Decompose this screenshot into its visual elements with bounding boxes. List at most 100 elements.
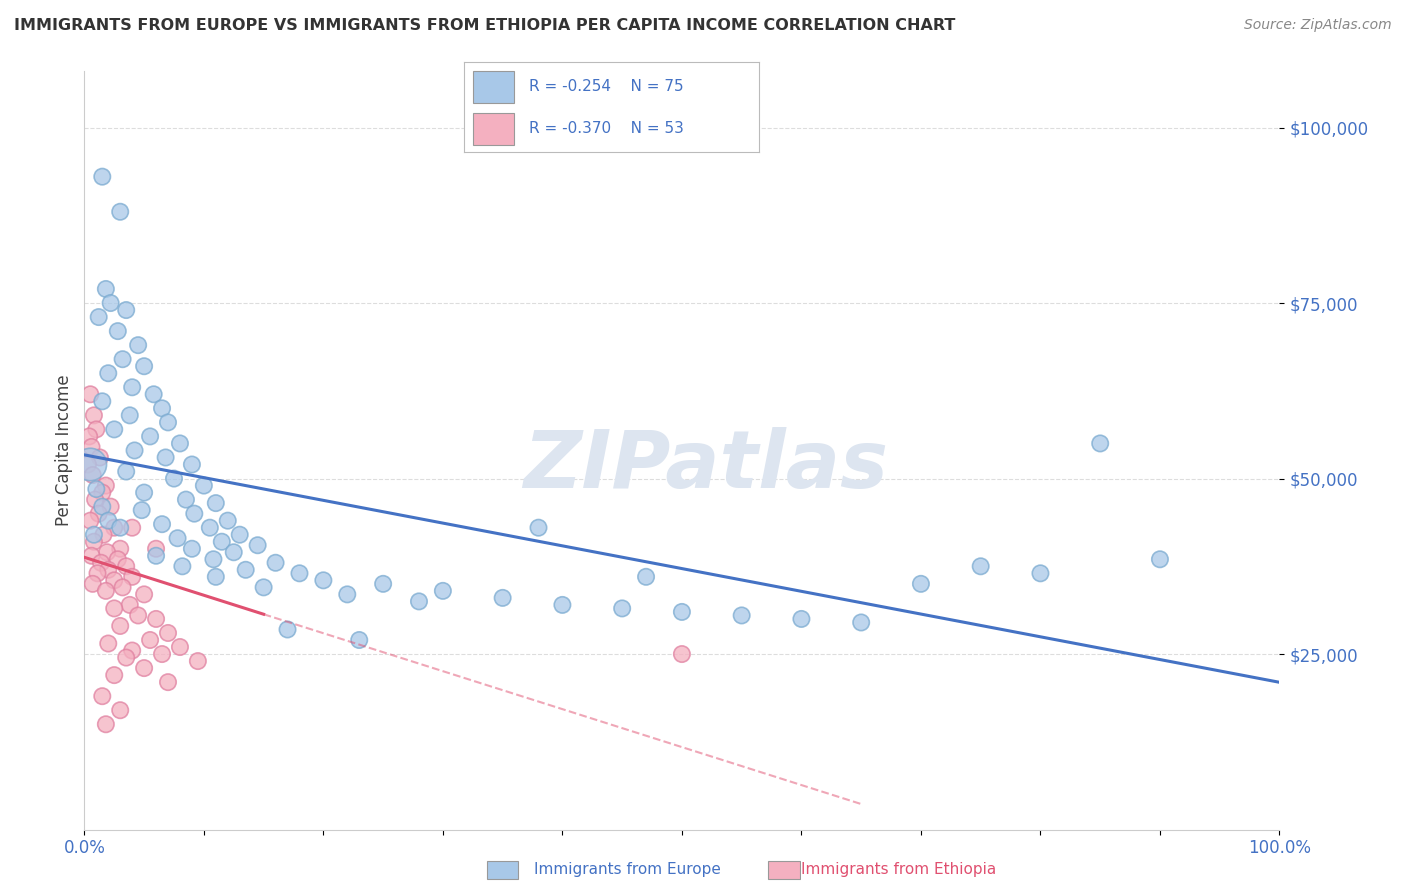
Point xyxy=(527,521,550,535)
Point xyxy=(142,387,165,401)
Point xyxy=(97,563,120,577)
Point xyxy=(157,675,180,690)
Point xyxy=(202,552,225,566)
Point xyxy=(94,583,117,598)
Point xyxy=(181,541,204,556)
Point xyxy=(172,559,194,574)
Point xyxy=(80,440,103,454)
Point xyxy=(1029,566,1052,581)
Point xyxy=(157,416,180,430)
Point xyxy=(312,574,335,588)
Point xyxy=(150,401,173,416)
Point xyxy=(91,169,114,184)
Point xyxy=(79,514,101,528)
Text: ZIPatlas: ZIPatlas xyxy=(523,426,889,505)
Point xyxy=(97,636,120,650)
Point xyxy=(132,661,156,675)
Point xyxy=(90,556,112,570)
Point xyxy=(910,577,932,591)
Point xyxy=(111,580,134,594)
Point xyxy=(103,601,125,615)
Point xyxy=(1090,436,1112,450)
Point xyxy=(155,450,177,465)
Point xyxy=(217,514,239,528)
Point xyxy=(131,503,153,517)
Point xyxy=(93,527,115,541)
Point xyxy=(851,615,873,630)
Point xyxy=(150,517,173,532)
Point xyxy=(235,563,257,577)
Text: IMMIGRANTS FROM EUROPE VS IMMIGRANTS FROM ETHIOPIA PER CAPITA INCOME CORRELATION: IMMIGRANTS FROM EUROPE VS IMMIGRANTS FRO… xyxy=(14,18,956,33)
Point xyxy=(118,598,141,612)
Point xyxy=(127,608,149,623)
Point xyxy=(432,583,454,598)
Point xyxy=(107,324,129,338)
Point xyxy=(246,538,269,552)
Text: Source: ZipAtlas.com: Source: ZipAtlas.com xyxy=(1244,18,1392,32)
Point xyxy=(288,566,311,581)
Point xyxy=(121,570,143,584)
Point xyxy=(139,633,162,648)
Point xyxy=(731,608,754,623)
Point xyxy=(1149,552,1171,566)
FancyBboxPatch shape xyxy=(472,113,515,145)
Point xyxy=(163,471,186,485)
Point xyxy=(110,619,132,633)
Point xyxy=(83,527,105,541)
Point xyxy=(373,577,395,591)
Point xyxy=(91,485,114,500)
Point xyxy=(103,668,125,682)
Point xyxy=(94,282,117,296)
Point xyxy=(110,541,132,556)
Point xyxy=(82,468,104,483)
Point xyxy=(83,409,105,423)
Point xyxy=(115,465,138,479)
Point xyxy=(492,591,515,605)
Point xyxy=(84,492,107,507)
FancyBboxPatch shape xyxy=(472,71,515,103)
Point xyxy=(671,647,693,661)
Point xyxy=(103,422,125,436)
Point xyxy=(80,549,103,563)
FancyBboxPatch shape xyxy=(768,862,800,880)
Point xyxy=(205,496,228,510)
Text: R = -0.254    N = 75: R = -0.254 N = 75 xyxy=(529,79,683,95)
Point xyxy=(103,574,125,588)
Point xyxy=(970,559,993,574)
Point xyxy=(110,703,132,717)
Point xyxy=(145,549,167,563)
Point xyxy=(100,500,122,514)
Point xyxy=(127,338,149,352)
Point xyxy=(124,443,146,458)
Text: R = -0.370    N = 53: R = -0.370 N = 53 xyxy=(529,121,683,136)
Point xyxy=(174,492,197,507)
Point xyxy=(671,605,693,619)
Point xyxy=(132,587,156,601)
Text: Immigrants from Ethiopia: Immigrants from Ethiopia xyxy=(801,863,997,877)
Point xyxy=(107,552,129,566)
Point xyxy=(94,478,117,492)
Point xyxy=(205,570,228,584)
Point xyxy=(115,650,138,665)
Point xyxy=(83,534,105,549)
Point xyxy=(79,458,101,472)
Point xyxy=(100,296,122,310)
Point xyxy=(79,387,101,401)
Point xyxy=(264,556,287,570)
Point xyxy=(612,601,634,615)
Point xyxy=(166,531,188,545)
Point xyxy=(82,577,104,591)
Point xyxy=(150,647,173,661)
Point xyxy=(118,409,141,423)
Point xyxy=(115,559,138,574)
Point xyxy=(253,580,276,594)
Point xyxy=(87,310,110,324)
Point xyxy=(110,204,132,219)
Point xyxy=(121,643,143,657)
Point xyxy=(193,478,215,492)
Point xyxy=(91,500,114,514)
Point xyxy=(121,521,143,535)
Point xyxy=(169,436,191,450)
Point xyxy=(115,303,138,318)
Point xyxy=(349,633,371,648)
